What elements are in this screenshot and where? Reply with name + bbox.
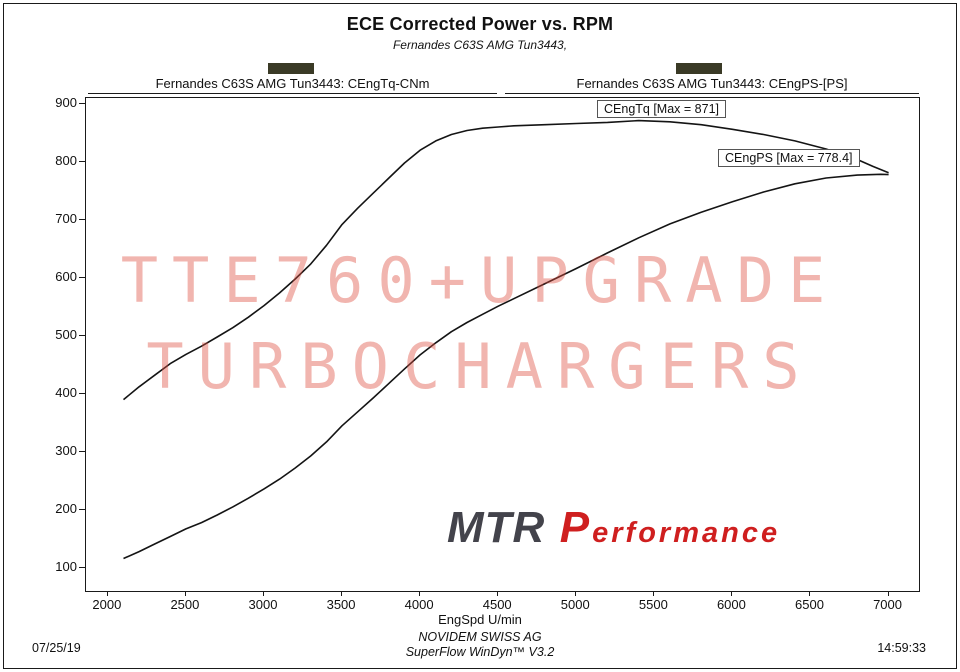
legend-underline-torque — [88, 93, 497, 94]
legend-swatch-torque — [268, 63, 314, 74]
x-tick-label: 6000 — [716, 597, 746, 612]
series-line-CEngTq-CNm — [122, 119, 889, 401]
legend-underline-power — [505, 93, 919, 94]
x-tick-label: 4000 — [404, 597, 434, 612]
chart-subtitle: Fernandes C63S AMG Tun3443, — [392, 38, 568, 52]
power-max-label: CEngPS [Max = 778.4] — [718, 149, 860, 167]
footer-company: NOVIDEM SWISS AG — [418, 630, 542, 644]
plot-area — [85, 97, 920, 592]
x-tick-label: 5500 — [638, 597, 668, 612]
y-tick-label: 700 — [55, 210, 77, 226]
y-tick-label: 300 — [55, 442, 77, 458]
x-tick-label: 6500 — [795, 597, 824, 612]
footer-software: SuperFlow WinDyn™ V3.2 — [405, 645, 555, 659]
footer-time: 14:59:33 — [877, 641, 926, 655]
footer-date: 07/25/19 — [32, 641, 81, 655]
x-tick-label: 7000 — [873, 597, 902, 612]
y-tick-label: 800 — [55, 152, 77, 168]
y-tick-label: 500 — [55, 326, 77, 342]
x-tick-label: 2000 — [92, 597, 122, 612]
x-tick-label: 3000 — [248, 597, 278, 612]
series-line-CEngPS-[PS] — [123, 173, 889, 560]
y-tick-label: 600 — [55, 268, 77, 284]
y-tick-label: 100 — [55, 558, 77, 574]
y-tick-label: 200 — [55, 500, 77, 516]
legend-label-torque: Fernandes C63S AMG Tun3443: CEngTq-CNm — [155, 76, 430, 91]
y-tick-label: 400 — [55, 384, 77, 400]
x-tick-label: 5000 — [560, 597, 590, 612]
legend-label-power: Fernandes C63S AMG Tun3443: CEngPS-[PS] — [576, 76, 848, 91]
y-tick-label: 900 — [55, 94, 77, 110]
x-axis-title: EngSpd U/min — [438, 612, 522, 627]
torque-max-label: CEngTq [Max = 871] — [597, 100, 726, 118]
x-tick-label: 2500 — [170, 597, 200, 612]
x-tick-label: 3500 — [326, 597, 356, 612]
chart-title: ECE Corrected Power vs. RPM — [346, 14, 614, 34]
plot-svg — [122, 119, 889, 560]
legend-swatch-power — [676, 63, 722, 74]
x-tick-label: 4500 — [482, 597, 512, 612]
